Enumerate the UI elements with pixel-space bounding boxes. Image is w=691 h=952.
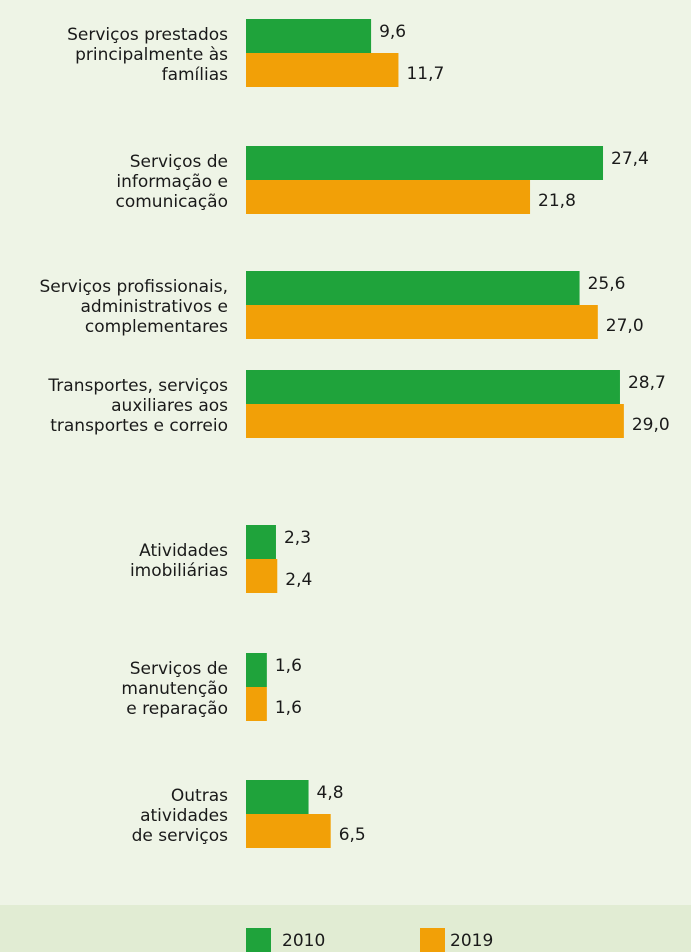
category-label: complementares [85, 317, 228, 337]
bar [246, 525, 276, 559]
category-label: auxiliares aos [111, 396, 228, 416]
category-label: manutenção [121, 679, 228, 699]
category-label: comunicação [115, 192, 228, 212]
bar [246, 180, 531, 214]
category-label: Transportes, serviços [47, 376, 228, 396]
legend-label: 2019 [450, 931, 493, 951]
category-label: transportes e correio [50, 416, 228, 436]
bar [246, 146, 604, 180]
value-label: 2,3 [284, 528, 311, 548]
value-label: 6,5 [339, 825, 366, 845]
bar [246, 404, 624, 438]
value-label: 2,4 [285, 570, 312, 590]
category-label: e reparação [126, 699, 228, 719]
category-label: Serviços de [130, 152, 228, 172]
legend-label: 2010 [282, 931, 325, 951]
bar [246, 370, 620, 404]
legend-band [0, 905, 691, 952]
bar [246, 687, 267, 721]
category-label: atividades [140, 806, 228, 826]
value-label: 28,7 [628, 373, 666, 393]
value-label: 27,0 [606, 316, 644, 336]
bar [246, 559, 278, 593]
category-label: Serviços de [130, 659, 228, 679]
bar [246, 271, 580, 305]
value-label: 27,4 [611, 149, 649, 169]
category-label: informação e [116, 172, 228, 192]
category-label: principalmente às [75, 45, 228, 65]
value-label: 1,6 [275, 656, 302, 676]
value-label: 9,6 [379, 22, 406, 42]
bar [246, 780, 309, 814]
legend-swatch [420, 928, 445, 952]
value-label: 25,6 [588, 274, 626, 294]
bar [246, 19, 372, 53]
value-label: 21,8 [538, 191, 576, 211]
category-label: de serviços [132, 826, 228, 846]
category-label: Serviços profissionais, [39, 277, 228, 297]
category-label: Atividades [139, 541, 228, 561]
category-label: Outras [171, 786, 228, 806]
category-label: Serviços prestados [67, 25, 228, 45]
category-label: administrativos e [81, 297, 229, 317]
value-label: 1,6 [275, 698, 302, 718]
category-label: famílias [162, 65, 229, 85]
bar [246, 653, 267, 687]
bar [246, 53, 399, 87]
value-label: 4,8 [317, 783, 344, 803]
bar [246, 814, 331, 848]
value-label: 29,0 [632, 415, 670, 435]
value-label: 11,7 [406, 64, 444, 84]
bar [246, 305, 598, 339]
category-label: imobiliárias [130, 561, 228, 581]
legend-swatch [246, 928, 271, 952]
